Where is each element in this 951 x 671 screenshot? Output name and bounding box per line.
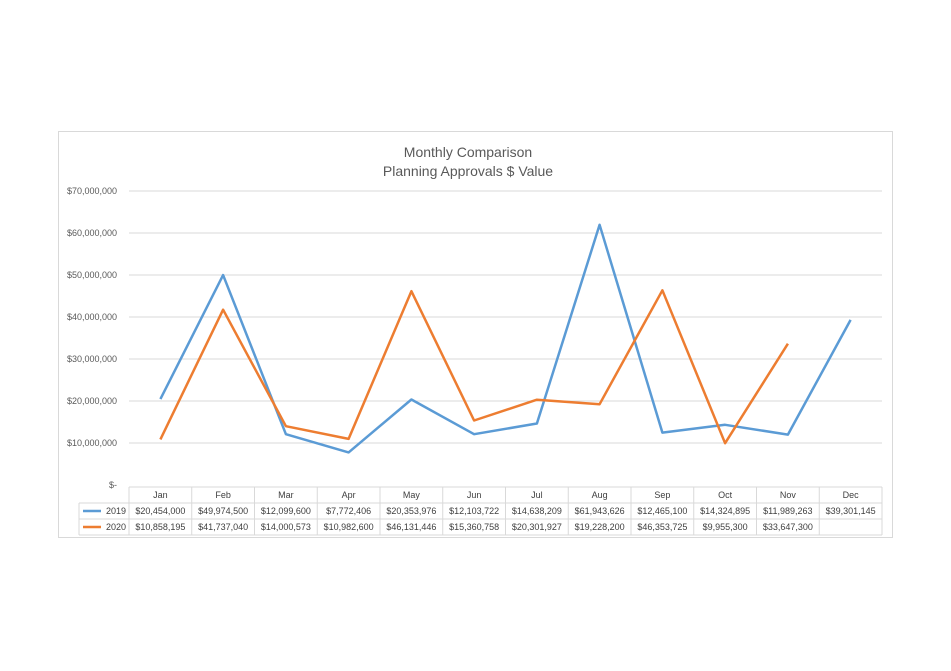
- data-label: $14,000,573: [261, 522, 311, 532]
- data-label: $10,982,600: [324, 522, 374, 532]
- x-tick-label: Nov: [780, 490, 797, 500]
- y-tick-label: $10,000,000: [67, 438, 117, 448]
- data-label: $46,353,725: [637, 522, 687, 532]
- y-tick-label: $50,000,000: [67, 270, 117, 280]
- y-tick-label: $30,000,000: [67, 354, 117, 364]
- legend-label-2020: 2020: [106, 522, 126, 532]
- x-tick-label: Apr: [342, 490, 356, 500]
- chart-frame: Monthly Comparison Planning Approvals $ …: [58, 131, 893, 538]
- series-line-2020: [159, 289, 789, 445]
- chart-title-line-2: Planning Approvals $ Value: [383, 163, 553, 179]
- data-table: Jan Feb Mar Apr May Jun Jul Aug Sep Oct Nov Dec 2019…: [78, 486, 883, 536]
- data-label: $14,638,209: [512, 506, 562, 516]
- line-chart: Monthly Comparison Planning Approvals $ …: [67, 144, 883, 536]
- x-tick-label: Jan: [153, 490, 168, 500]
- chart-title-line-1: Monthly Comparison: [404, 144, 532, 160]
- data-label: $41,737,040: [198, 522, 248, 532]
- x-tick-label: Aug: [592, 490, 608, 500]
- series-lines: [159, 223, 852, 454]
- data-label: $49,974,500: [198, 506, 248, 516]
- data-label: $19,228,200: [575, 522, 625, 532]
- x-tick-label: Jun: [467, 490, 482, 500]
- x-tick-label: Feb: [215, 490, 231, 500]
- data-label: $39,301,145: [826, 506, 876, 516]
- series-line-2019: [159, 223, 852, 454]
- data-label: $12,099,600: [261, 506, 311, 516]
- gridlines: [129, 190, 882, 444]
- data-label: $12,465,100: [637, 506, 687, 516]
- x-tick-label: May: [403, 490, 421, 500]
- data-label: $10,858,195: [135, 522, 185, 532]
- y-axis-ticks: $- $10,000,000 $20,000,000 $30,000,000 $40,0…: [67, 186, 117, 490]
- x-tick-label: Oct: [718, 490, 733, 500]
- data-label: $33,647,300: [763, 522, 813, 532]
- data-label: $12,103,722: [449, 506, 499, 516]
- data-label: $7,772,406: [326, 506, 371, 516]
- data-label: $11,989,263: [763, 506, 812, 516]
- data-label: $20,353,976: [386, 506, 436, 516]
- data-label: $9,955,300: [703, 522, 748, 532]
- data-label: $61,943,626: [575, 506, 625, 516]
- y-tick-label: $70,000,000: [67, 186, 117, 196]
- y-tick-label: $40,000,000: [67, 312, 117, 322]
- x-tick-label: Dec: [843, 490, 860, 500]
- x-tick-label: Mar: [278, 490, 294, 500]
- x-tick-label: Sep: [654, 490, 670, 500]
- data-label: $20,301,927: [512, 522, 562, 532]
- x-tick-label: Jul: [531, 490, 543, 500]
- legend-label-2019: 2019: [106, 506, 126, 516]
- data-label: $20,454,000: [135, 506, 185, 516]
- y-tick-label: $-: [109, 480, 117, 490]
- data-label: $46,131,446: [386, 522, 436, 532]
- y-tick-label: $60,000,000: [67, 228, 117, 238]
- y-tick-label: $20,000,000: [67, 396, 117, 406]
- data-label: $15,360,758: [449, 522, 499, 532]
- data-label: $14,324,895: [700, 506, 750, 516]
